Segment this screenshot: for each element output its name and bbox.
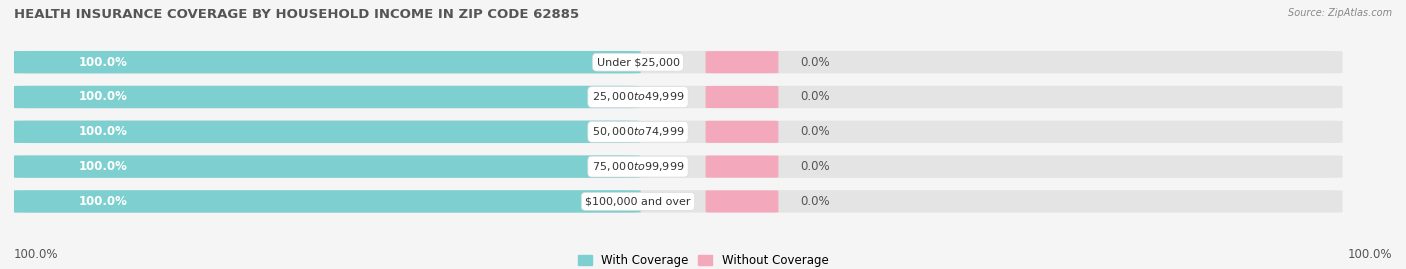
Legend: With Coverage, Without Coverage: With Coverage, Without Coverage	[572, 249, 834, 269]
FancyBboxPatch shape	[706, 121, 779, 143]
FancyBboxPatch shape	[11, 190, 1343, 213]
FancyBboxPatch shape	[11, 190, 641, 213]
FancyBboxPatch shape	[706, 190, 779, 213]
FancyBboxPatch shape	[11, 51, 641, 73]
FancyBboxPatch shape	[706, 155, 779, 178]
Text: $50,000 to $74,999: $50,000 to $74,999	[592, 125, 685, 138]
Text: Under $25,000: Under $25,000	[596, 57, 679, 67]
Text: HEALTH INSURANCE COVERAGE BY HOUSEHOLD INCOME IN ZIP CODE 62885: HEALTH INSURANCE COVERAGE BY HOUSEHOLD I…	[14, 8, 579, 21]
Text: $75,000 to $99,999: $75,000 to $99,999	[592, 160, 685, 173]
Text: 0.0%: 0.0%	[800, 195, 830, 208]
FancyBboxPatch shape	[11, 51, 1343, 73]
Text: 100.0%: 100.0%	[79, 56, 128, 69]
FancyBboxPatch shape	[11, 86, 1343, 108]
FancyBboxPatch shape	[11, 155, 1343, 178]
Text: $100,000 and over: $100,000 and over	[585, 196, 690, 206]
Text: 0.0%: 0.0%	[800, 125, 830, 138]
Text: $25,000 to $49,999: $25,000 to $49,999	[592, 90, 685, 104]
Text: 0.0%: 0.0%	[800, 160, 830, 173]
Text: Source: ZipAtlas.com: Source: ZipAtlas.com	[1288, 8, 1392, 18]
FancyBboxPatch shape	[11, 86, 641, 108]
Text: 100.0%: 100.0%	[79, 160, 128, 173]
Text: 100.0%: 100.0%	[14, 248, 59, 261]
Text: 100.0%: 100.0%	[79, 195, 128, 208]
FancyBboxPatch shape	[706, 86, 779, 108]
FancyBboxPatch shape	[11, 155, 641, 178]
Text: 100.0%: 100.0%	[1347, 248, 1392, 261]
FancyBboxPatch shape	[11, 121, 1343, 143]
Text: 0.0%: 0.0%	[800, 90, 830, 104]
Text: 100.0%: 100.0%	[79, 125, 128, 138]
Text: 100.0%: 100.0%	[79, 90, 128, 104]
FancyBboxPatch shape	[11, 121, 641, 143]
FancyBboxPatch shape	[706, 51, 779, 73]
Text: 0.0%: 0.0%	[800, 56, 830, 69]
